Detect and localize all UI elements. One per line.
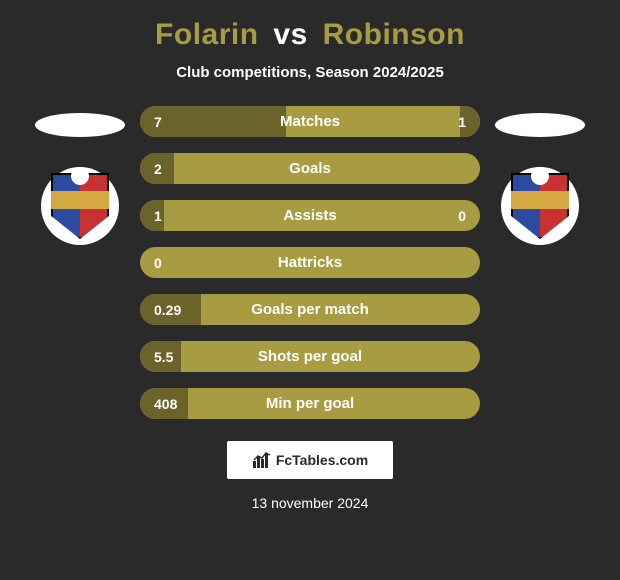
- stat-left-value: 7: [154, 114, 194, 130]
- vs-text: vs: [273, 18, 307, 51]
- stats-list: 7Matches12Goals1Assists00Hattricks0.29Go…: [140, 106, 480, 419]
- stat-label: Goals per match: [194, 301, 426, 318]
- player1-club-badge: [41, 167, 119, 245]
- stat-row: 408Min per goal: [140, 388, 480, 419]
- subtitle: Club competitions, Season 2024/2025: [176, 64, 444, 81]
- title: Folarin vs Robinson: [155, 18, 465, 52]
- stat-row: 0Hattricks: [140, 247, 480, 278]
- chart-icon: [252, 451, 272, 469]
- stat-row: 7Matches1: [140, 106, 480, 137]
- stat-label: Hattricks: [194, 254, 426, 271]
- stat-label: Shots per goal: [194, 348, 426, 365]
- stat-label: Goals: [194, 160, 426, 177]
- stat-left-value: 0: [154, 255, 194, 271]
- stat-label: Assists: [194, 207, 426, 224]
- player1-silhouette: [35, 113, 125, 137]
- stat-right-value: 1: [426, 114, 466, 130]
- player2-name: Robinson: [323, 18, 465, 51]
- branding-text: FcTables.com: [276, 452, 368, 468]
- player1-name: Folarin: [155, 18, 259, 51]
- stat-right-value: 0: [426, 208, 466, 224]
- comparison-card: Folarin vs Robinson Club competitions, S…: [0, 0, 620, 580]
- stat-left-value: 408: [154, 396, 194, 412]
- player2-silhouette: [495, 113, 585, 137]
- stat-row: 5.5Shots per goal: [140, 341, 480, 372]
- stat-row: 1Assists0: [140, 200, 480, 231]
- stat-left-value: 5.5: [154, 349, 194, 365]
- branding-badge[interactable]: FcTables.com: [227, 441, 393, 479]
- stat-label: Min per goal: [194, 395, 426, 412]
- stat-left-value: 1: [154, 208, 194, 224]
- date-text: 13 november 2024: [252, 495, 369, 511]
- stat-label: Matches: [194, 113, 426, 130]
- stat-left-value: 2: [154, 161, 194, 177]
- player1-column: [20, 113, 140, 245]
- stat-left-value: 0.29: [154, 302, 194, 318]
- stats-area: 7Matches12Goals1Assists00Hattricks0.29Go…: [0, 106, 620, 419]
- player2-club-badge: [501, 167, 579, 245]
- stat-row: 2Goals: [140, 153, 480, 184]
- stat-row: 0.29Goals per match: [140, 294, 480, 325]
- player2-column: [480, 113, 600, 245]
